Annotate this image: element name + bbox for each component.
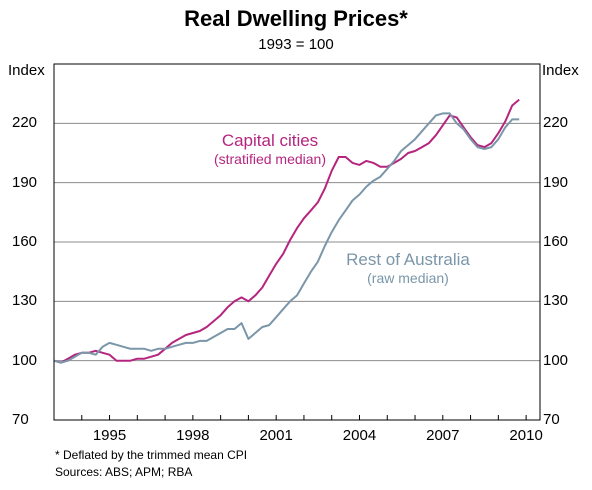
x-tick-label-2004: 2004 [342, 427, 377, 444]
series-label-rest-of-australia: Rest of Australia (raw median) [318, 250, 498, 286]
chart-subtitle: 1993 = 100 [258, 36, 334, 53]
y-tick-label-right-220: 220 [543, 114, 569, 132]
series-label-capital-cities: Capital cities (stratified median) [180, 131, 360, 167]
series-label-capital-cities-sub: (stratified median) [213, 151, 327, 167]
right-axis-unit-label: Index [542, 62, 579, 79]
footnote-sources: Sources: ABS; APM; RBA [55, 465, 193, 479]
y-tick-label-left-100: 100 [12, 351, 38, 369]
x-tick-label-2001: 2001 [259, 427, 293, 444]
y-tick-label-left-160: 160 [12, 233, 38, 250]
series-label-rest-of-australia-sub: (raw median) [367, 270, 449, 286]
y-tick-label-left-130: 130 [12, 292, 38, 310]
footnote-deflator: * Deflated by the trimmed mean CPI [55, 448, 248, 462]
series-label-capital-cities-name: Capital cities [221, 131, 319, 150]
series-label-rest-of-australia-name: Rest of Australia [346, 250, 470, 269]
y-tick-label-left-220: 220 [12, 114, 38, 132]
y-tick-label-right-70: 70 [543, 411, 560, 428]
y-tick-label-right-130: 130 [543, 292, 569, 310]
x-tick-label-2007: 2007 [426, 427, 460, 444]
y-tick-label-left-190: 190 [12, 173, 38, 191]
x-tick-label-2010: 2010 [509, 427, 543, 444]
y-tick-label-right-190: 190 [543, 173, 569, 191]
chart-title: Real Dwelling Prices* [184, 6, 408, 31]
y-tick-label-right-100: 100 [543, 351, 569, 369]
series-line-rest-of-australia [53, 112, 520, 364]
plot-frame [53, 63, 541, 421]
x-tick-label-1998: 1998 [176, 427, 210, 444]
left-axis-unit-label: Index [8, 62, 45, 79]
x-tick-label-1995: 1995 [92, 427, 127, 444]
y-tick-label-right-160: 160 [543, 233, 569, 250]
series-line-capital-cities [53, 98, 520, 364]
y-tick-label-left-70: 70 [12, 411, 29, 428]
